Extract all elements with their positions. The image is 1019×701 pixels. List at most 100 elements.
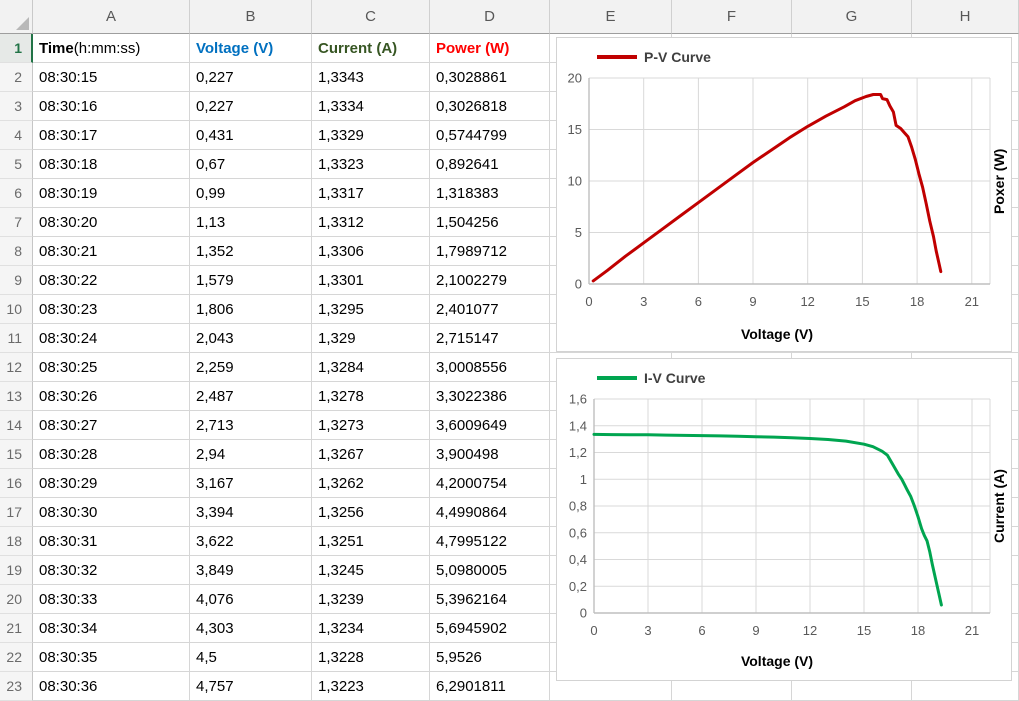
row-header-6[interactable]: 6: [0, 179, 33, 208]
row-header-12[interactable]: 12: [0, 353, 33, 382]
cell-c21[interactable]: 1,3234: [312, 614, 430, 643]
row-header-21[interactable]: 21: [0, 614, 33, 643]
row-header-20[interactable]: 20: [0, 585, 33, 614]
cell-c15[interactable]: 1,3267: [312, 440, 430, 469]
cell-d22[interactable]: 5,9526: [430, 643, 550, 672]
row-header-3[interactable]: 3: [0, 92, 33, 121]
cell-d20[interactable]: 5,3962164: [430, 585, 550, 614]
cell-a23[interactable]: 08:30:36: [33, 672, 190, 701]
cell-c19[interactable]: 1,3245: [312, 556, 430, 585]
cell-c12[interactable]: 1,3284: [312, 353, 430, 382]
iv-legend[interactable]: I-V Curve: [597, 369, 705, 387]
cell-d10[interactable]: 2,401077: [430, 295, 550, 324]
cell-d7[interactable]: 1,504256: [430, 208, 550, 237]
cell-d23[interactable]: 6,2901811: [430, 672, 550, 701]
cell-a4[interactable]: 08:30:17: [33, 121, 190, 150]
column-header-d[interactable]: D: [430, 0, 550, 34]
row-header-14[interactable]: 14: [0, 411, 33, 440]
cell-d15[interactable]: 3,900498: [430, 440, 550, 469]
cell-d8[interactable]: 1,7989712: [430, 237, 550, 266]
cell-c10[interactable]: 1,3295: [312, 295, 430, 324]
cell-c23[interactable]: 1,3223: [312, 672, 430, 701]
cell-a3[interactable]: 08:30:16: [33, 92, 190, 121]
cell-b14[interactable]: 2,713: [190, 411, 312, 440]
select-all-corner[interactable]: [0, 0, 33, 34]
cell-b21[interactable]: 4,303: [190, 614, 312, 643]
cell-d13[interactable]: 3,3022386: [430, 382, 550, 411]
cell-b7[interactable]: 1,13: [190, 208, 312, 237]
row-header-11[interactable]: 11: [0, 324, 33, 353]
column-header-f[interactable]: F: [672, 0, 792, 34]
pv-chart[interactable]: 0 5 10 15 20 0 3 6 9 12 15 18 21 P-V Curve Voltage (…: [556, 37, 1012, 352]
cell-b1[interactable]: Voltage (V): [190, 34, 312, 63]
column-header-g[interactable]: G: [792, 0, 912, 34]
cell-a16[interactable]: 08:30:29: [33, 469, 190, 498]
column-header-b[interactable]: B: [190, 0, 312, 34]
cell-a9[interactable]: 08:30:22: [33, 266, 190, 295]
cell-a20[interactable]: 08:30:33: [33, 585, 190, 614]
cell-a17[interactable]: 08:30:30: [33, 498, 190, 527]
row-header-4[interactable]: 4: [0, 121, 33, 150]
cell-b23[interactable]: 4,757: [190, 672, 312, 701]
cell-b3[interactable]: 0,227: [190, 92, 312, 121]
cell-d2[interactable]: 0,3028861: [430, 63, 550, 92]
cell-d5[interactable]: 0,892641: [430, 150, 550, 179]
cell-a19[interactable]: 08:30:32: [33, 556, 190, 585]
cell-c2[interactable]: 1,3343: [312, 63, 430, 92]
row-header-13[interactable]: 13: [0, 382, 33, 411]
row-header-1[interactable]: 1: [0, 34, 33, 63]
row-header-19[interactable]: 19: [0, 556, 33, 585]
cell-d9[interactable]: 2,1002279: [430, 266, 550, 295]
row-header-18[interactable]: 18: [0, 527, 33, 556]
row-header-16[interactable]: 16: [0, 469, 33, 498]
cell-b18[interactable]: 3,622: [190, 527, 312, 556]
cell-c13[interactable]: 1,3278: [312, 382, 430, 411]
cell-c17[interactable]: 1,3256: [312, 498, 430, 527]
cell-b16[interactable]: 3,167: [190, 469, 312, 498]
cell-c16[interactable]: 1,3262: [312, 469, 430, 498]
cell-c11[interactable]: 1,329: [312, 324, 430, 353]
cell-d1[interactable]: Power (W): [430, 34, 550, 63]
cell-d12[interactable]: 3,0008556: [430, 353, 550, 382]
cell-a15[interactable]: 08:30:28: [33, 440, 190, 469]
cell-c3[interactable]: 1,3334: [312, 92, 430, 121]
cell-b9[interactable]: 1,579: [190, 266, 312, 295]
cell-a14[interactable]: 08:30:27: [33, 411, 190, 440]
cell-b13[interactable]: 2,487: [190, 382, 312, 411]
cell-b11[interactable]: 2,043: [190, 324, 312, 353]
cell-b4[interactable]: 0,431: [190, 121, 312, 150]
cell-d19[interactable]: 5,0980005: [430, 556, 550, 585]
cell-a2[interactable]: 08:30:15: [33, 63, 190, 92]
row-header-23[interactable]: 23: [0, 672, 33, 701]
cell-a11[interactable]: 08:30:24: [33, 324, 190, 353]
cell-b10[interactable]: 1,806: [190, 295, 312, 324]
cell-b12[interactable]: 2,259: [190, 353, 312, 382]
row-header-5[interactable]: 5: [0, 150, 33, 179]
row-header-22[interactable]: 22: [0, 643, 33, 672]
cell-d18[interactable]: 4,7995122: [430, 527, 550, 556]
cell-a5[interactable]: 08:30:18: [33, 150, 190, 179]
cell-d3[interactable]: 0,3026818: [430, 92, 550, 121]
cell-b19[interactable]: 3,849: [190, 556, 312, 585]
row-header-8[interactable]: 8: [0, 237, 33, 266]
row-header-7[interactable]: 7: [0, 208, 33, 237]
cell-c8[interactable]: 1,3306: [312, 237, 430, 266]
cell-d6[interactable]: 1,318383: [430, 179, 550, 208]
row-header-2[interactable]: 2: [0, 63, 33, 92]
cell-a22[interactable]: 08:30:35: [33, 643, 190, 672]
cell-d16[interactable]: 4,2000754: [430, 469, 550, 498]
cell-a21[interactable]: 08:30:34: [33, 614, 190, 643]
cell-b2[interactable]: 0,227: [190, 63, 312, 92]
cell-c14[interactable]: 1,3273: [312, 411, 430, 440]
row-header-10[interactable]: 10: [0, 295, 33, 324]
row-header-17[interactable]: 17: [0, 498, 33, 527]
column-header-c[interactable]: C: [312, 0, 430, 34]
cell-c18[interactable]: 1,3251: [312, 527, 430, 556]
cell-b8[interactable]: 1,352: [190, 237, 312, 266]
cell-c4[interactable]: 1,3329: [312, 121, 430, 150]
cell-a8[interactable]: 08:30:21: [33, 237, 190, 266]
cell-c22[interactable]: 1,3228: [312, 643, 430, 672]
cell-c20[interactable]: 1,3239: [312, 585, 430, 614]
cell-c1[interactable]: Current (A): [312, 34, 430, 63]
cell-b15[interactable]: 2,94: [190, 440, 312, 469]
